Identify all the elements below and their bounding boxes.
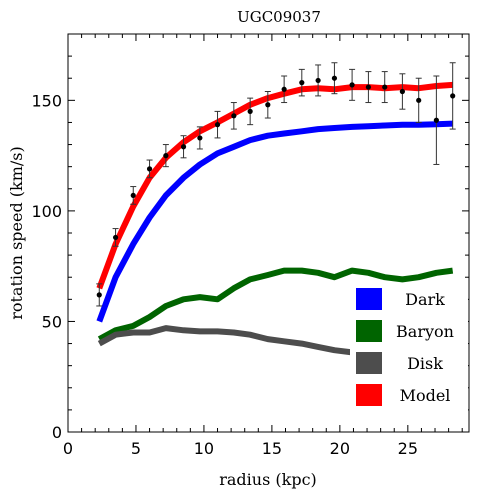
x-tick-label: 10 [194, 439, 214, 458]
observed-point [96, 283, 103, 307]
data-point [231, 113, 237, 119]
legend-swatch-disk [356, 352, 382, 374]
y-tick-label: 0 [52, 423, 62, 442]
data-point [433, 117, 439, 123]
data-point [197, 135, 203, 141]
series-line-model [96, 81, 453, 290]
series-line-baryon [97, 267, 454, 342]
legend: Dark Baryon Disk Model [350, 284, 468, 414]
observed-point [230, 102, 237, 130]
observed-point [315, 64, 322, 97]
x-tick-label: 5 [131, 439, 141, 458]
observed-point [247, 97, 254, 126]
data-point [180, 144, 187, 150]
y-tick-label: 100 [31, 202, 62, 221]
y-tick-label: 50 [42, 312, 62, 331]
chart-title: UGC09037 [237, 8, 321, 26]
legend-swatch-dark [356, 288, 382, 310]
observed-point [112, 228, 119, 247]
legend-swatch-baryon [356, 320, 382, 342]
legend-swatch-model [356, 384, 382, 406]
data-point [112, 234, 119, 241]
data-point [163, 153, 169, 159]
observed-point [298, 68, 305, 97]
y-axis-label: rotation speed (km/s) [7, 146, 26, 320]
x-tick-label: 20 [330, 439, 350, 458]
legend-label-disk: Disk [407, 354, 443, 373]
data-point [265, 102, 271, 108]
data-point [399, 88, 405, 95]
observed-point [365, 71, 372, 104]
observed-point [415, 77, 422, 123]
observed-point [180, 135, 187, 159]
data-point [247, 108, 253, 114]
series-line-dark [96, 120, 453, 323]
data-point [281, 86, 287, 92]
x-tick-label: 25 [398, 439, 418, 458]
y-tick-label: 150 [31, 91, 62, 110]
observed-points [96, 62, 456, 307]
observed-point [162, 144, 169, 168]
observed-point [281, 75, 288, 104]
data-point [416, 97, 422, 103]
tick-labels: 0 5 10 15 20 25 0 50 100 150 [31, 91, 418, 458]
data-point [349, 82, 355, 88]
legend-label-dark: Dark [405, 290, 445, 309]
observed-point [381, 71, 388, 104]
observed-point [399, 73, 406, 110]
observed-point [449, 62, 456, 130]
data-point [299, 80, 305, 86]
data-point [214, 122, 221, 128]
data-point [450, 93, 456, 99]
data-point [315, 77, 321, 84]
x-axis-label: radius (kpc) [219, 470, 317, 489]
x-tick-label: 0 [63, 439, 73, 458]
data-point [365, 84, 372, 90]
observed-point [214, 110, 221, 139]
legend-label-baryon: Baryon [396, 322, 454, 341]
observed-point [349, 68, 356, 101]
observed-point [264, 90, 271, 119]
observed-point [331, 62, 338, 95]
observed-point [433, 75, 440, 165]
data-point [130, 192, 136, 199]
legend-label-model: Model [400, 386, 451, 405]
data-point [146, 166, 153, 172]
axis-ticks [67, 34, 469, 433]
observed-point [130, 186, 137, 205]
x-tick-label: 15 [262, 439, 282, 458]
data-point [96, 292, 102, 298]
observed-point [146, 159, 153, 179]
data-point [382, 84, 388, 90]
observed-point [196, 126, 203, 150]
data-point [331, 75, 338, 81]
